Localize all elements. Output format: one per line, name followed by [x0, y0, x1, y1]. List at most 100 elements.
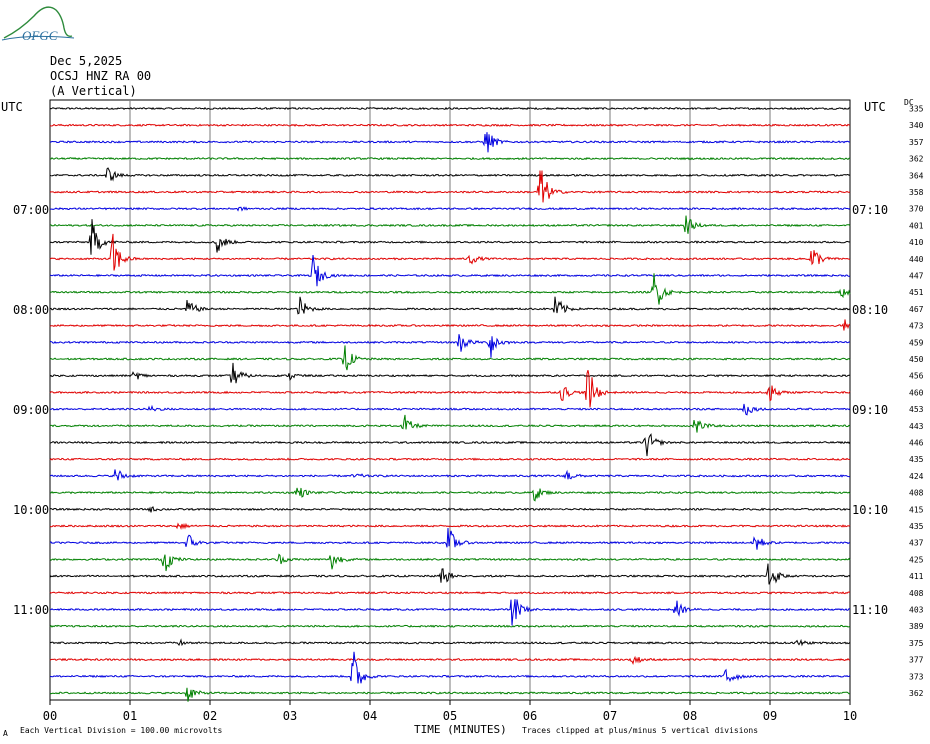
seismic-trace [49, 655, 851, 666]
dc-offset-label: 435 [909, 522, 924, 531]
x-tick-label: 06 [523, 709, 537, 723]
x-tick-label: 03 [283, 709, 297, 723]
right-time-label: 11:10 [852, 603, 889, 617]
dc-offset-label: 401 [909, 221, 924, 230]
left-time-label: 08:00 [13, 303, 50, 317]
dc-offset-label: 362 [909, 689, 924, 698]
dc-offset-label: 460 [909, 388, 924, 397]
seismic-trace [49, 553, 851, 572]
right-time-label: 08:10 [852, 303, 889, 317]
dc-offset-label: 446 [909, 439, 924, 448]
seismic-trace [49, 469, 851, 481]
seismic-trace [49, 506, 851, 513]
seismic-trace [49, 522, 851, 531]
dc-offset-label: 424 [909, 472, 924, 481]
seismic-trace [49, 687, 850, 702]
dc-offset-label: 450 [909, 355, 924, 364]
x-tick-label: 09 [763, 709, 777, 723]
dc-offset-label: 411 [909, 572, 924, 581]
ofgc-logo: OFGC [1, 6, 75, 43]
x-tick-label: 00 [43, 709, 57, 723]
logo-underline-icon [1, 35, 75, 41]
x-axis-title: TIME (MINUTES) [414, 723, 507, 736]
dc-offset-label: 357 [909, 138, 924, 147]
component-label: (A Vertical) [50, 84, 137, 98]
x-tick-label: 07 [603, 709, 617, 723]
dc-header: DC [904, 98, 914, 107]
dc-offset-label: 453 [909, 405, 924, 414]
station-label: OCSJ HNZ RA 00 [50, 69, 152, 83]
dc-offset-label: 364 [909, 171, 924, 180]
dc-offset-label: 408 [909, 489, 924, 498]
dc-offset-label: 459 [909, 338, 924, 347]
seismic-trace [49, 403, 851, 416]
seismic-trace [49, 624, 851, 628]
x-tick-label: 10 [843, 709, 857, 723]
seismic-trace [49, 132, 851, 153]
dc-offset-label: 389 [909, 622, 924, 631]
dc-offset-label: 456 [909, 372, 924, 381]
x-tick-label: 04 [363, 709, 377, 723]
seismic-trace [49, 362, 851, 384]
seismic-trace [50, 334, 851, 358]
seismic-trace [49, 206, 851, 212]
dc-offset-label: 377 [909, 656, 924, 665]
seismic-trace [49, 296, 851, 315]
dc-offset-label: 373 [909, 672, 924, 681]
seismic-trace [49, 457, 851, 461]
x-tick-label: 05 [443, 709, 457, 723]
seismic-trace [49, 487, 851, 502]
x-tick-label: 01 [123, 709, 137, 723]
logo-text: OFGC [22, 28, 58, 43]
dc-offset-label: 415 [909, 505, 924, 514]
x-tick-label: 02 [203, 709, 217, 723]
seismic-trace [49, 414, 851, 433]
dc-offset-label: 425 [909, 555, 924, 564]
x-tick-label: 08 [683, 709, 697, 723]
seismic-trace [49, 370, 851, 408]
right-time-label: 09:10 [852, 403, 889, 417]
seismic-trace [49, 591, 851, 595]
dc-offset-label: 467 [909, 305, 924, 314]
seismic-trace [49, 345, 851, 371]
seismic-trace [49, 123, 851, 127]
left-time-label: 09:00 [13, 403, 50, 417]
left-time-label: 11:00 [13, 603, 50, 617]
seismic-trace [50, 156, 851, 161]
dc-offset-label: 335 [909, 105, 924, 114]
utc-right-label: UTC [864, 100, 886, 114]
left-time-label: 10:00 [13, 503, 50, 517]
seismic-trace [49, 563, 851, 585]
seismic-trace [49, 599, 851, 626]
seismic-trace [50, 215, 851, 234]
dc-offset-label: 370 [909, 205, 924, 214]
dc-offset-label: 408 [909, 589, 924, 598]
dc-offset-label: 340 [909, 121, 924, 130]
date-label: Dec 5,2025 [50, 54, 123, 68]
dc-offset-label: 437 [909, 539, 924, 548]
seismic-trace [49, 273, 851, 305]
logo-swoosh-icon [3, 6, 73, 39]
footer-symbol: A [3, 729, 8, 738]
dc-offset-label: 403 [909, 606, 924, 615]
dc-offset-label: 473 [909, 322, 924, 331]
seismic-trace [49, 319, 851, 331]
seismic-trace [49, 233, 851, 271]
seismic-trace [49, 638, 851, 647]
clip-note: Traces clipped at plus/minus 5 vertical … [522, 726, 759, 735]
dc-offset-label: 443 [909, 422, 924, 431]
seismic-trace [49, 106, 851, 111]
seismic-trace [49, 651, 851, 684]
dc-offset-label: 440 [909, 255, 924, 264]
division-note: Each Vertical Division = 100.00 microvol… [20, 726, 223, 735]
dc-offset-label: 451 [909, 288, 924, 297]
seismic-trace [49, 433, 851, 457]
dc-offset-label: 358 [909, 188, 924, 197]
right-time-label: 10:10 [852, 503, 889, 517]
dc-offset-label: 447 [909, 272, 924, 281]
right-time-label: 07:10 [852, 203, 889, 217]
seismic-trace [49, 219, 851, 255]
seismic-trace [49, 255, 851, 287]
seismic-trace [49, 170, 851, 203]
